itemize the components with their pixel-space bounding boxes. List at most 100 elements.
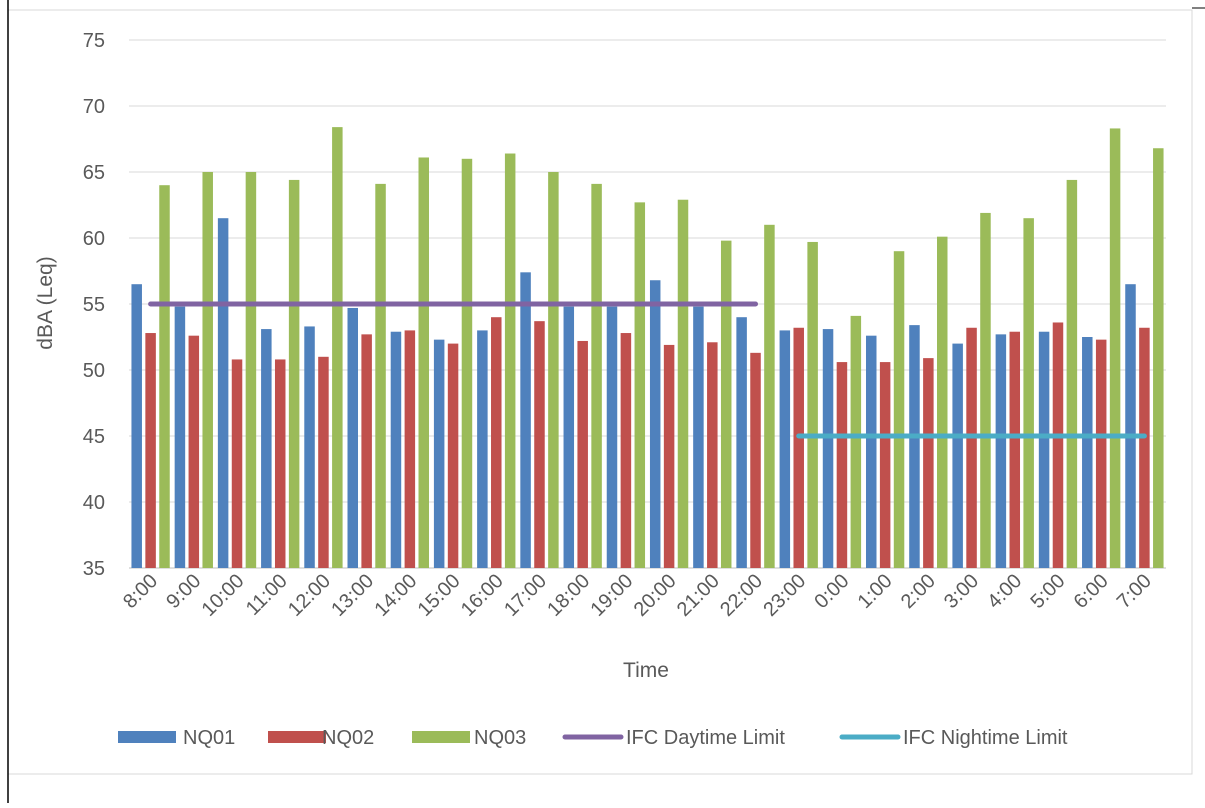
bar-nq02 xyxy=(577,340,588,568)
bar-nq02 xyxy=(404,330,416,568)
legend-label: NQ02 xyxy=(322,727,374,749)
bar-nq02 xyxy=(1009,331,1021,568)
bar-nq03 xyxy=(980,212,991,569)
bar-nq01 xyxy=(606,306,618,568)
bar-nq03 xyxy=(332,127,343,569)
bar-nq03 xyxy=(677,199,689,568)
limit-lines xyxy=(148,301,1147,439)
bar-nq01 xyxy=(649,280,661,568)
bar-nq02 xyxy=(145,333,156,568)
x-tick-label: 3:00 xyxy=(940,570,983,613)
legend-label: NQ03 xyxy=(474,727,526,749)
y-tick-label: 40 xyxy=(83,492,105,514)
bar-nq02 xyxy=(447,343,459,568)
bar-nq03 xyxy=(1109,128,1121,568)
x-tick-label: 10:00 xyxy=(198,570,249,621)
legend-swatch-nq03 xyxy=(412,731,470,743)
bar-nq02 xyxy=(231,359,243,568)
bar-nq02 xyxy=(879,362,891,568)
legend-label: IFC Daytime Limit xyxy=(626,727,785,749)
y-tick-label: 35 xyxy=(83,558,105,580)
y-tick-label: 55 xyxy=(83,294,105,316)
x-tick-label: 15:00 xyxy=(414,570,465,621)
bar-nq01 xyxy=(390,331,402,568)
bar-nq01 xyxy=(909,325,920,568)
y-tick-label: 45 xyxy=(83,426,105,448)
bar-nq01 xyxy=(952,343,963,568)
bar-nq02 xyxy=(361,334,372,568)
bars xyxy=(131,127,1164,569)
bar-nq01 xyxy=(1125,284,1136,568)
legend: NQ01 NQ02 NQ03 IFC Daytime Limit IFC Nightim… xyxy=(118,727,1068,749)
chart-border xyxy=(7,0,1205,803)
y-axis-label: dBA (Leq) xyxy=(34,256,57,349)
x-tick-label: 19:00 xyxy=(586,570,637,621)
x-tick-label: 2:00 xyxy=(897,570,940,613)
bar-nq01 xyxy=(261,329,272,568)
bar-nq01 xyxy=(347,307,358,568)
bar-nq02 xyxy=(793,327,804,568)
x-tick-label: 6:00 xyxy=(1070,570,1113,613)
bar-nq01 xyxy=(736,317,747,568)
bar-nq02 xyxy=(966,327,977,568)
x-tick-label: 14:00 xyxy=(370,570,421,621)
bar-nq03 xyxy=(288,179,300,569)
bar-nq02 xyxy=(1052,322,1064,568)
bar-nq01 xyxy=(995,334,1007,568)
bar-nq03 xyxy=(807,241,818,568)
x-tick-label: 17:00 xyxy=(500,570,551,621)
bar-nq03 xyxy=(548,172,559,568)
bar-nq02 xyxy=(923,358,934,568)
bar-nq01 xyxy=(1038,331,1050,568)
y-tick-label: 65 xyxy=(83,162,105,184)
bar-nq01 xyxy=(563,306,575,568)
x-tick-label: 11:00 xyxy=(242,570,292,620)
x-tick-label: 13:00 xyxy=(327,570,378,621)
y-tick-label: 75 xyxy=(83,30,105,52)
legend-swatch-nq02 xyxy=(268,731,326,743)
legend-label: IFC Nightime Limit xyxy=(903,727,1068,749)
x-tick-label: 22:00 xyxy=(716,570,767,621)
bar-nq01 xyxy=(433,339,445,568)
bar-nq03 xyxy=(504,153,516,568)
bar-nq02 xyxy=(1095,339,1107,568)
x-tick-label: 16:00 xyxy=(457,570,508,621)
bar-nq03 xyxy=(1066,179,1078,569)
bar-nq01 xyxy=(217,218,229,568)
bar-nq03 xyxy=(461,158,473,569)
x-tick-label: 7:00 xyxy=(1113,570,1156,613)
x-axis-ticks: 8:00 9:0010:0011:0012:0013:0014:0015:0016… xyxy=(119,570,1156,621)
bar-nq02 xyxy=(188,335,200,568)
x-tick-label: 8:00 xyxy=(119,570,162,613)
bar-nq03 xyxy=(202,172,213,568)
bar-nq03 xyxy=(893,251,905,568)
bar-nq03 xyxy=(418,157,430,569)
bar-nq03 xyxy=(937,236,948,568)
legend-swatch-nq01 xyxy=(118,731,176,743)
bar-nq01 xyxy=(174,306,186,568)
legend-label: NQ01 xyxy=(183,727,235,749)
x-tick-label: 12:00 xyxy=(284,570,335,621)
bar-nq02 xyxy=(663,344,675,568)
bar-nq01 xyxy=(304,326,315,568)
y-tick-label: 70 xyxy=(83,96,105,118)
bar-nq02 xyxy=(1139,327,1150,568)
bar-nq02 xyxy=(620,333,632,568)
x-axis-label: Time xyxy=(623,659,669,682)
bar-nq02 xyxy=(274,359,286,568)
bar-nq02 xyxy=(750,352,761,568)
x-tick-label: 18:00 xyxy=(543,570,594,621)
y-tick-label: 50 xyxy=(83,360,105,382)
bar-nq03 xyxy=(1023,218,1034,568)
bar-nq03 xyxy=(245,172,257,568)
bar-nq03 xyxy=(720,240,732,568)
y-axis-ticks: 35 40 45 50 55 60 65 70 75 xyxy=(83,30,105,580)
bar-nq01 xyxy=(865,335,877,568)
bar-nq02 xyxy=(491,317,502,568)
x-tick-label: 1:00 xyxy=(854,570,897,613)
x-tick-label: 4:00 xyxy=(983,570,1026,613)
bar-nq01 xyxy=(477,330,488,568)
x-tick-label: 0:00 xyxy=(810,570,853,613)
